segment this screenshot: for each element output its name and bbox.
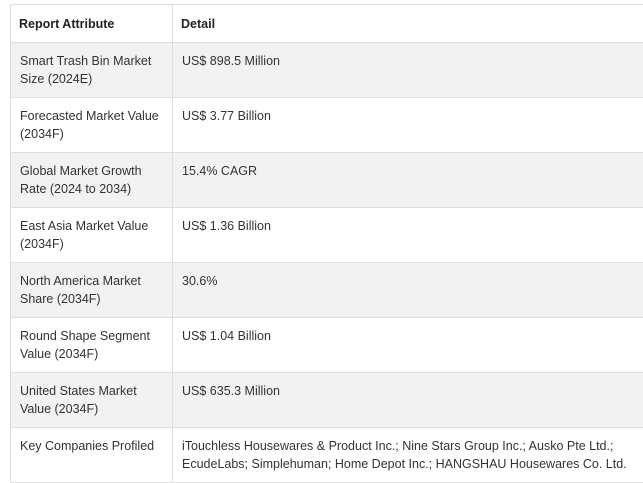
detail-cell: US$ 1.04 Billion <box>173 318 643 373</box>
table-row: East Asia Market Value (2034F) US$ 1.36 … <box>11 208 643 263</box>
table-row: Key Companies Profiled iTouchless Housew… <box>11 428 643 483</box>
table-row: Smart Trash Bin Market Size (2024E) US$ … <box>11 43 643 98</box>
attribute-cell: Key Companies Profiled <box>11 428 173 483</box>
detail-cell: 15.4% CAGR <box>173 153 643 208</box>
report-table-container: Report Attribute Detail Smart Trash Bin … <box>10 4 643 483</box>
report-attributes-table: Report Attribute Detail Smart Trash Bin … <box>10 4 643 483</box>
table-row: North America Market Share (2034F) 30.6% <box>11 263 643 318</box>
table-row: Round Shape Segment Value (2034F) US$ 1.… <box>11 318 643 373</box>
table-row: Forecasted Market Value (2034F) US$ 3.77… <box>11 98 643 153</box>
attribute-cell: Round Shape Segment Value (2034F) <box>11 318 173 373</box>
table-row: Global Market Growth Rate (2024 to 2034)… <box>11 153 643 208</box>
detail-cell: iTouchless Housewares & Product Inc.; Ni… <box>173 428 643 483</box>
detail-cell: US$ 3.77 Billion <box>173 98 643 153</box>
attribute-cell: Forecasted Market Value (2034F) <box>11 98 173 153</box>
header-report-attribute: Report Attribute <box>11 5 173 43</box>
header-detail: Detail <box>173 5 643 43</box>
attribute-cell: Global Market Growth Rate (2024 to 2034) <box>11 153 173 208</box>
detail-cell: 30.6% <box>173 263 643 318</box>
attribute-cell: North America Market Share (2034F) <box>11 263 173 318</box>
attribute-cell: East Asia Market Value (2034F) <box>11 208 173 263</box>
attribute-cell: Smart Trash Bin Market Size (2024E) <box>11 43 173 98</box>
detail-cell: US$ 635.3 Million <box>173 373 643 428</box>
detail-cell: US$ 1.36 Billion <box>173 208 643 263</box>
detail-cell: US$ 898.5 Million <box>173 43 643 98</box>
table-header-row: Report Attribute Detail <box>11 5 643 43</box>
attribute-cell: United States Market Value (2034F) <box>11 373 173 428</box>
table-row: United States Market Value (2034F) US$ 6… <box>11 373 643 428</box>
